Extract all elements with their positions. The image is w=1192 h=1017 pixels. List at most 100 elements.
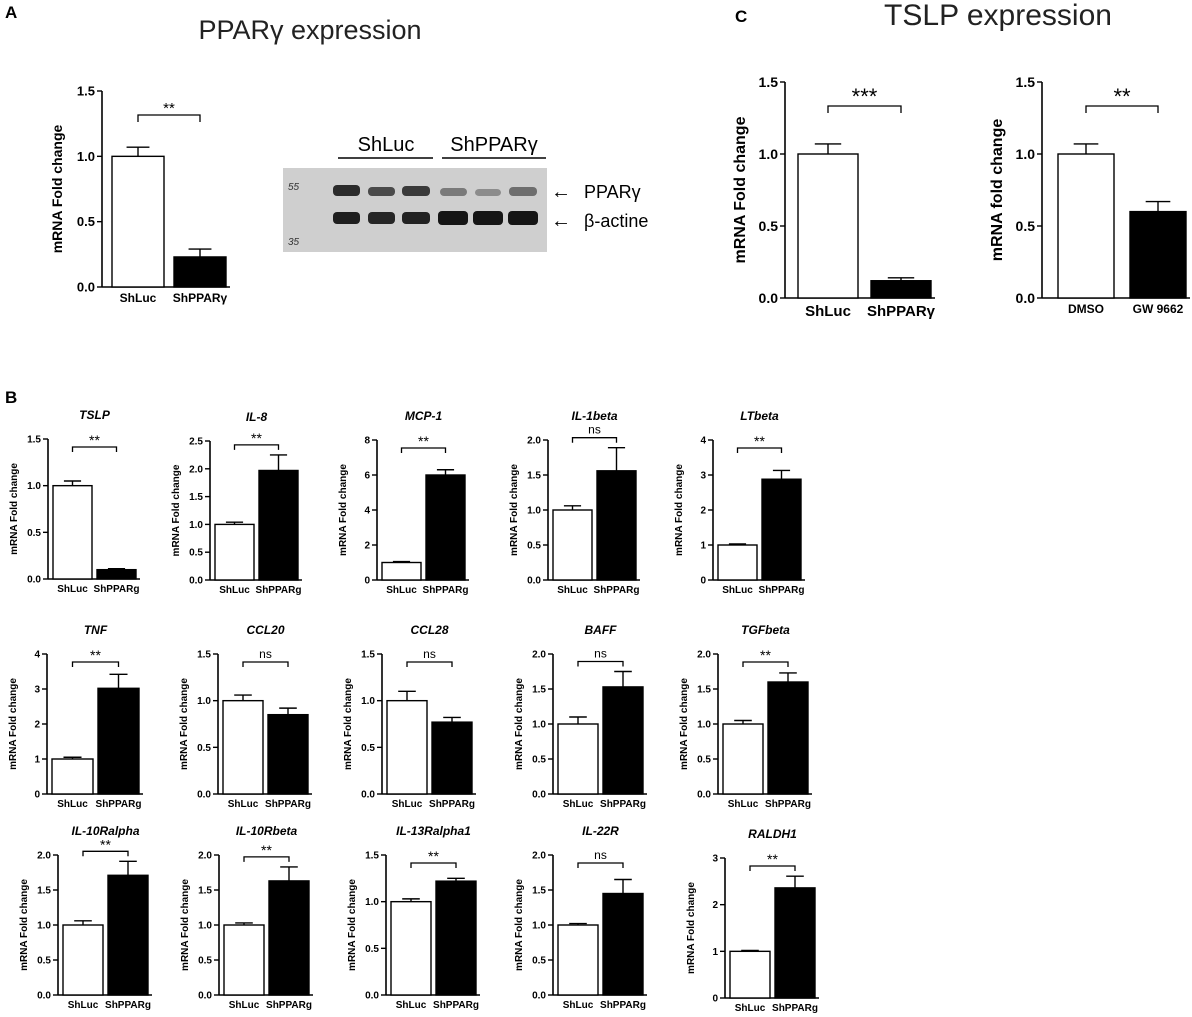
y-tick-label: 1.5: [77, 84, 95, 99]
chart-title: CCL20: [246, 623, 284, 637]
x-category-label: ShPPARγ: [173, 291, 228, 305]
y-tick-label: 2: [364, 541, 370, 552]
blot-group-label-shppar: ShPPARγ: [450, 134, 537, 156]
panel-letter-b: B: [5, 388, 17, 407]
bar-shpparg: [268, 880, 310, 996]
y-tick-label: 0.0: [697, 790, 711, 801]
panel-letter-a: A: [5, 3, 17, 22]
bar-shluc: [222, 699, 264, 795]
chart-b10: 0.0 0.5 1.0 1.5 2.0 mRNA Fold change ShLuc ShPP…: [679, 623, 812, 810]
y-tick-label: 1.0: [532, 720, 546, 731]
x-category-label: ShLuc: [57, 799, 88, 810]
bar-shluc: [214, 523, 255, 581]
bar-gw-9662: [1129, 210, 1187, 299]
x-category-label: ShLuc: [557, 585, 588, 596]
x-category-label: ShLuc: [805, 303, 851, 320]
y-tick-label: 0.0: [189, 576, 203, 587]
chart-b12: 0.0 0.5 1.0 1.5 2.0 mRNA Fold change ShLuc ShPP…: [180, 824, 313, 1011]
x-category-label: ShLuc: [228, 799, 259, 810]
chart-b8: 0.0 0.5 1.0 1.5 mRNA Fold change ShLuc ShPPARg…: [343, 623, 476, 810]
significance-bracket: [242, 661, 289, 667]
y-tick-label: 2.0: [532, 851, 546, 862]
significance-bracket: [577, 660, 624, 667]
significance-bracket: [571, 437, 618, 443]
significance-bracket: [243, 856, 290, 862]
chart-b3: 0 2 4 6 8 mRNA Fold change ShLuc ShPPARg ** MCP-1: [338, 409, 469, 596]
bar-shluc: [552, 509, 593, 581]
chart-title: TSLP: [79, 408, 111, 422]
significance-bracket: [742, 661, 789, 667]
bar-shpparg: [107, 874, 149, 996]
y-tick-label: 2.0: [697, 650, 711, 661]
significance-label: **: [1113, 84, 1131, 109]
chart-b5: 0 1 2 3 4 mRNA Fold change ShLuc ShPPARg ** LTbet…: [674, 409, 805, 596]
y-tick-label: 4: [700, 436, 706, 447]
blot-band: [333, 212, 360, 224]
blot-band: [475, 189, 501, 196]
y-tick-label: 0.5: [27, 528, 41, 539]
y-tick-label: 2.0: [198, 851, 212, 862]
y-axis-label: mRNA Fold change: [49, 124, 65, 253]
blot-marker-35: 35: [288, 237, 300, 248]
bar-charts: 0.0 0.5 1.0 1.5 mRNA Fold change ShLuc ShPPARγ…: [8, 74, 1190, 1014]
bar-shluc: [390, 900, 432, 996]
y-tick-label: 0.5: [77, 214, 95, 229]
panel-letter-c: C: [735, 7, 747, 26]
x-category-label: ShPPARg: [772, 1003, 818, 1014]
significance-label: ***: [852, 84, 878, 109]
bar-shluc: [717, 544, 758, 581]
bar-shluc: [111, 155, 165, 288]
x-category-label: ShPPARg: [429, 799, 475, 810]
y-tick-label: 0.5: [197, 743, 211, 754]
blot-band: [402, 212, 430, 224]
y-tick-label: 0.5: [527, 541, 541, 552]
x-category-label: ShLuc: [57, 584, 88, 595]
x-category-label: ShLuc: [396, 1000, 427, 1011]
panel-a-title: PPARγ expression: [198, 15, 421, 45]
bar-shluc: [223, 924, 265, 996]
x-category-label: ShLuc: [120, 291, 157, 305]
blot-band: [368, 187, 395, 196]
bar-shppar-: [870, 280, 932, 299]
y-tick-label: 1.0: [197, 696, 211, 707]
significance-bracket: [410, 862, 457, 868]
chart-title: IL-10Ralpha: [71, 824, 139, 838]
y-tick-label: 0: [712, 994, 718, 1005]
y-tick-label: 0.0: [532, 790, 546, 801]
y-tick-label: 1.0: [532, 921, 546, 932]
y-axis-label: mRNA Fold change: [514, 879, 525, 971]
y-axis-label: mRNA Fold change: [343, 678, 354, 770]
significance-label: **: [418, 433, 429, 449]
bar-shpparg: [97, 687, 140, 795]
blot-band: [508, 211, 538, 225]
significance-label: **: [89, 432, 100, 448]
chart-title: IL-8: [246, 410, 268, 424]
y-tick-label: 0.0: [365, 991, 379, 1002]
significance-label: ns: [259, 647, 272, 661]
bar-shluc: [729, 950, 771, 999]
y-tick-label: 0.0: [361, 790, 375, 801]
blot-band: [473, 211, 503, 225]
x-category-label: ShLuc: [229, 1000, 260, 1011]
x-category-label: ShLuc: [728, 799, 759, 810]
bar-shpparg: [96, 568, 137, 580]
y-axis-label: mRNA Fold change: [686, 882, 697, 974]
chart-title: RALDH1: [748, 827, 797, 841]
x-category-label: ShPPARγ: [867, 303, 936, 320]
y-axis-label: mRNA Fold change: [8, 678, 19, 770]
y-axis-label: mRNA Fold change: [9, 463, 20, 555]
y-tick-label: 3: [34, 685, 40, 696]
y-tick-label: 1.0: [361, 696, 375, 707]
y-tick-label: 1.0: [198, 921, 212, 932]
y-tick-label: 1.5: [27, 435, 41, 446]
x-category-label: ShPPARg: [759, 585, 805, 596]
y-tick-label: 0.5: [1016, 218, 1036, 234]
y-tick-label: 3: [712, 854, 718, 865]
x-category-label: GW 9662: [1133, 302, 1184, 316]
y-tick-label: 0.0: [37, 991, 51, 1002]
y-tick-label: 3: [700, 471, 706, 482]
y-tick-label: 0: [364, 576, 370, 587]
x-category-label: ShPPARg: [765, 799, 811, 810]
chart-b9: 0.0 0.5 1.0 1.5 2.0 mRNA Fold change ShLuc ShPP…: [514, 623, 647, 810]
